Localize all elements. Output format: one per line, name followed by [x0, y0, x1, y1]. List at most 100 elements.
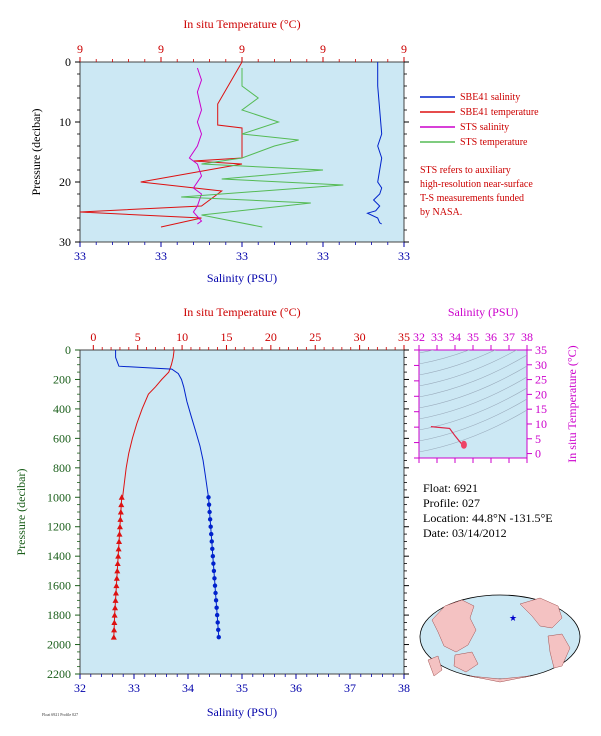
- salinity-data-point: [206, 502, 212, 507]
- near-surface-temperature-axis-title: In situ Temperature (°C): [183, 17, 300, 31]
- temperature-data-point: [111, 612, 118, 618]
- ts-salinity-tick-label: 33: [431, 330, 443, 344]
- salinity-data-point: [216, 627, 221, 633]
- ts-temperature-tick-label: 0: [535, 447, 541, 461]
- full-profile-series: [110, 349, 221, 640]
- full-profile-salinity-tick-label: 36: [290, 681, 302, 695]
- ts-diagram-series: [430, 426, 467, 449]
- map-landmass-asia: [431, 599, 477, 653]
- near-surface-salinity-tick-label: 33: [398, 249, 410, 263]
- density-contour: [419, 350, 496, 376]
- profile-number: Profile: 027: [423, 496, 480, 510]
- near-surface-salinity-axis-title: Salinity (PSU): [207, 271, 277, 285]
- full-profile-pressure-tick-label: 2200: [47, 667, 71, 681]
- salinity-data-point: [206, 495, 211, 500]
- full-profile-salinity-tick-label: 35: [236, 681, 248, 695]
- temperature-data-point: [118, 501, 125, 508]
- series-sts-salinity: [188, 67, 203, 225]
- density-contour: [419, 376, 527, 420]
- near-surface-temperature-tick-label: 9: [401, 42, 407, 56]
- near-surface-salinity-tick-label: 33: [74, 249, 86, 263]
- series-sts-temperature: [181, 68, 344, 228]
- temperature-data-point: [113, 582, 120, 589]
- legend-label-sts-temperature: STS temperature: [460, 137, 528, 148]
- ts-diagram-temperature-axis-title: In situ Temperature (°C): [565, 345, 579, 462]
- ts-salinity-tick-label: 34: [449, 330, 461, 344]
- temperature-data-point: [112, 597, 119, 603]
- salinity-data-point: [207, 509, 212, 515]
- ts-diagram-salinity-axis-title: Salinity (PSU): [448, 305, 518, 319]
- ts-salinity-tick-label: 32: [413, 330, 425, 344]
- near-surface-salinity-tick-label: 33: [317, 249, 329, 263]
- full-profile-temperature-tick-label: 10: [176, 330, 188, 344]
- sts-note: STS refers to auxiliary high-resolution …: [420, 165, 533, 218]
- near-surface-series: [79, 61, 383, 228]
- near-surface-pressure-tick-label: 0: [65, 55, 71, 69]
- temperature-data-point: [111, 626, 118, 633]
- temperature-data-point: [118, 494, 125, 500]
- salinity-data-point: [214, 605, 219, 610]
- full-profile-salinity-tick-label: 33: [128, 681, 140, 695]
- temperature-data-point: [115, 545, 122, 552]
- temperature-data-point: [113, 575, 120, 581]
- near-surface-temperature-tick-label: 9: [158, 42, 164, 56]
- map-landmass-south-america: [547, 633, 571, 669]
- full-profile-pressure-tick-label: 800: [53, 461, 71, 475]
- ts-salinity-tick-label: 37: [503, 330, 515, 344]
- full-profile-temperature-tick-label: 35: [398, 330, 410, 344]
- salinity-data-point: [210, 546, 215, 552]
- full-profile-plot-area: [79, 349, 405, 675]
- temperature-data-point: [110, 634, 117, 640]
- series-sbe41-salinity: [366, 62, 383, 225]
- full-profile-pressure-tick-label: 200: [53, 372, 71, 386]
- ts-salinity-tick-label: 38: [521, 330, 533, 344]
- density-contour: [419, 350, 470, 365]
- full-profile-salinity-tick-label: 38: [398, 681, 410, 695]
- near-surface-salinity-tick-label: 33: [236, 249, 248, 263]
- near-surface-axis-ticks: 9 9 9 9 9 33 33 33 33 33 0 10 20 30: [59, 42, 410, 263]
- float-location-marker: ★: [509, 613, 517, 623]
- full-profile-salinity-tick-label: 32: [74, 681, 86, 695]
- salinity-data-point: [215, 620, 220, 625]
- salinity-data-point: [211, 568, 217, 574]
- series-sbe41-temperature: [79, 61, 243, 228]
- ts-temperature-tick-label: 20: [535, 387, 547, 401]
- legend-label-sbe-temperature: SBE41 temperature: [460, 107, 539, 118]
- density-contour: [419, 387, 527, 431]
- density-contour: [419, 267, 527, 309]
- temperature-data-point: [116, 538, 123, 544]
- near-surface-panel: In situ Temperature (°C) Salinity (PSU) …: [29, 17, 410, 285]
- full-profile-temperature-tick-label: 25: [309, 330, 321, 344]
- temperature-data-point: [112, 590, 119, 596]
- salinity-data-point: [212, 576, 217, 581]
- map-landmass-north-america: [519, 597, 563, 629]
- ts-temperature-tick-label: 10: [535, 417, 547, 431]
- temperature-data-point: [116, 523, 123, 530]
- full-profile-pressure-axis-title: Pressure (decibar): [14, 469, 28, 556]
- temperature-data-point: [116, 531, 123, 537]
- ts-temperature-tick-label: 5: [535, 432, 541, 446]
- note-line-1: STS refers to auxiliary: [420, 165, 511, 176]
- temperature-data-point: [114, 567, 121, 574]
- near-surface-temperature-tick-label: 9: [77, 42, 83, 56]
- salinity-data-point: [213, 590, 218, 596]
- salinity-data-point: [216, 634, 221, 640]
- density-contour: [419, 354, 527, 398]
- ts-diagram-plot-area: [418, 349, 528, 459]
- full-profile-axis-ticks: 0 5 10 15 20 25 30 35 32 33 34 35 36 37 38 0 200 400 600 80…: [47, 330, 410, 695]
- near-surface-temperature-tick-label: 9: [320, 42, 326, 56]
- ts-temperature-tick-label: 25: [535, 373, 547, 387]
- temperature-data-point: [111, 619, 118, 625]
- ts-salinity-tick-label: 36: [485, 330, 497, 344]
- density-contour: [419, 365, 527, 409]
- map-landmass-australia: [453, 651, 479, 673]
- salinity-data-point: [212, 583, 218, 588]
- near-surface-temperature-tick-label: 9: [239, 42, 245, 56]
- series-salinity: [115, 350, 209, 498]
- note-line-2: high-resolution near-surface: [420, 179, 533, 190]
- density-contour: [419, 350, 518, 387]
- ts-deep-cluster: [460, 440, 467, 449]
- float-info: Float: 6921 Profile: 027 Location: 44.8°…: [423, 481, 553, 540]
